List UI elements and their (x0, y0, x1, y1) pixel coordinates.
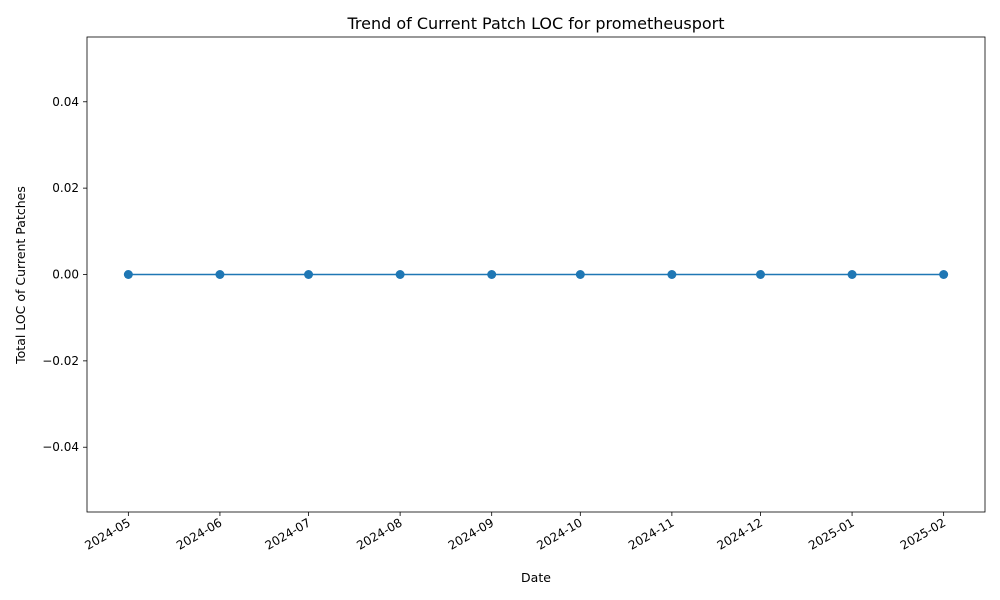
y-tick-label: −0.02 (42, 354, 79, 368)
x-tick-label: 2024-09 (446, 515, 496, 552)
data-point (847, 270, 857, 279)
data-point (123, 270, 133, 279)
y-tick-label: 0.04 (52, 95, 79, 109)
data-point (939, 270, 949, 279)
data-point (667, 270, 677, 279)
x-tick-label: 2024-08 (354, 515, 404, 552)
y-tick-label: 0.00 (52, 268, 79, 282)
x-tick-label: 2024-10 (534, 515, 584, 552)
x-axis-label: Date (521, 570, 551, 585)
data-point (304, 270, 314, 279)
plot-area: −0.04 −0.02 0.00 0.02 0.04 2024-05 2024-06 2024… (42, 36, 986, 553)
data-point (395, 270, 405, 279)
x-tick-label: 2025-01 (806, 515, 856, 552)
x-tick-label: 2025-02 (898, 515, 948, 552)
data-point (487, 270, 497, 279)
plot-frame (86, 36, 986, 513)
data-point (756, 270, 765, 279)
y-tick-label: 0.02 (52, 181, 79, 195)
data-point (575, 270, 585, 279)
x-tick-label: 2024-12 (715, 515, 765, 552)
x-tick-label: 2024-07 (263, 515, 313, 552)
y-axis-label: Total LOC of Current Patches (13, 186, 28, 365)
chart-title: Trend of Current Patch LOC for prometheu… (346, 14, 724, 33)
x-tick-label: 2024-11 (626, 515, 676, 552)
x-tick-label: 2024-06 (174, 515, 224, 552)
data-point (215, 270, 225, 279)
x-tick-label: 2024-05 (82, 515, 132, 552)
y-tick-label: −0.04 (42, 440, 79, 454)
